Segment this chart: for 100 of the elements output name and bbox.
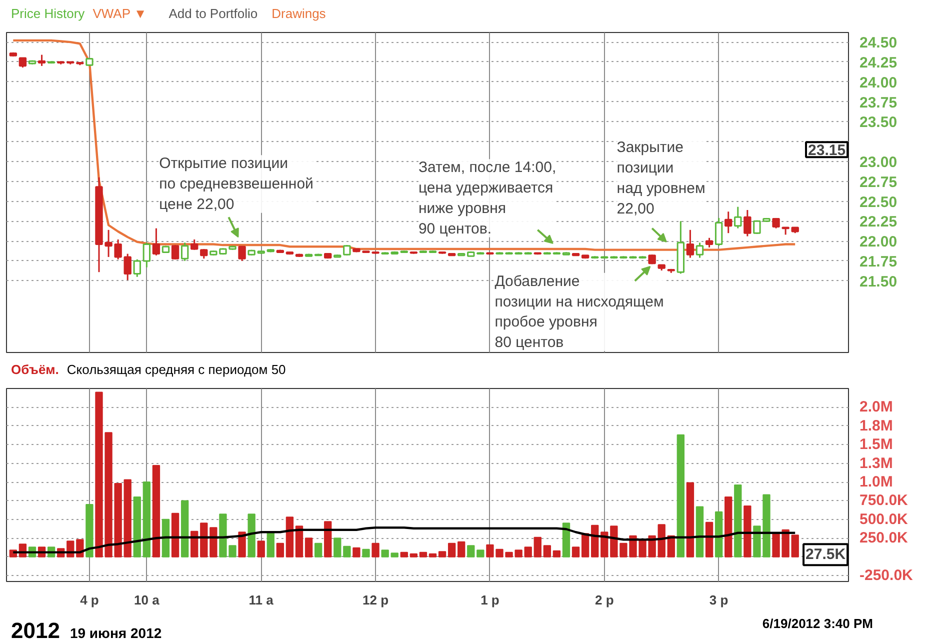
y-tick-label: 22.75	[860, 174, 898, 191]
y-tick-label: 1.3M	[860, 454, 893, 472]
candlestick	[190, 238, 198, 251]
y-tick-label: 23.00	[860, 154, 898, 171]
text: Скользящая средняя с периодом 50	[66, 362, 286, 377]
bar	[248, 514, 256, 558]
text: 23.15	[808, 142, 846, 160]
candlestick	[238, 246, 246, 262]
bar	[180, 500, 189, 558]
candlestick	[133, 258, 141, 278]
bar	[591, 524, 599, 558]
text: 2012	[11, 618, 60, 642]
y-tick-label: -250.0K	[860, 567, 914, 584]
bar	[524, 546, 532, 558]
text: Объём.	[11, 362, 59, 377]
bar	[343, 546, 351, 558]
y-tick-label: 21.50	[860, 273, 898, 290]
bar	[543, 545, 552, 558]
y-tick-label: 250.0K	[860, 530, 908, 547]
y-tick-label: 22.25	[860, 214, 898, 231]
y-tick-label: 1.8M	[860, 417, 893, 434]
bar	[390, 552, 398, 558]
series-label: VWAP ▼	[92, 6, 147, 21]
candlestick	[343, 244, 351, 256]
x-tick-label: 11 a	[248, 592, 274, 608]
bar	[162, 518, 170, 558]
x-tick-label: 1 p	[480, 592, 500, 608]
bar	[124, 479, 132, 558]
bar	[419, 552, 428, 558]
x-tick-label: 12 p	[362, 592, 389, 608]
annotation: Затем, после 14:00, цена удерживается ниже уровня 90 центов.	[418, 159, 556, 238]
y-tick-label: 22.50	[860, 194, 898, 211]
bar	[257, 540, 265, 558]
bar	[334, 538, 342, 558]
bar	[476, 550, 484, 558]
bar	[438, 551, 446, 558]
text: 6/19/2012 3:40 PM	[762, 616, 873, 631]
bar	[714, 511, 723, 558]
y-tick-label: 2.0M	[860, 398, 893, 416]
candlestick	[744, 209, 752, 238]
bar	[734, 484, 742, 558]
bar	[352, 547, 360, 558]
candlestick	[152, 228, 160, 256]
bar	[562, 522, 570, 558]
bar	[744, 505, 752, 558]
bar	[724, 496, 732, 558]
bar	[458, 541, 466, 558]
text: Drawings	[272, 6, 326, 21]
bar	[572, 546, 580, 558]
y-tick-label: 23.50	[860, 114, 898, 132]
candlestick	[734, 206, 742, 230]
bar	[362, 548, 370, 558]
bar	[86, 504, 94, 558]
candlestick	[18, 57, 27, 68]
bar	[314, 542, 322, 558]
candlestick	[38, 54, 46, 67]
annotation: Открытие позиции по средневзвешенной цене 22,00	[159, 155, 314, 213]
annotation: Закрытие позиции над уровнем 22,00	[616, 139, 706, 218]
bar	[200, 522, 208, 558]
candlestick	[180, 242, 189, 262]
candlestick	[696, 242, 704, 259]
annotation: Добавление позиции на нисходящем пробое уровня 80 центов	[494, 272, 664, 352]
bar	[142, 482, 151, 558]
y-tick-label: 1.5M	[860, 436, 893, 454]
bar	[381, 550, 389, 558]
text: Add to Portfolio	[168, 6, 258, 21]
bar	[324, 521, 332, 558]
y-tick-label: 22.00	[860, 234, 898, 251]
x-tick-label: 10 a	[134, 592, 160, 608]
bar	[133, 496, 141, 558]
candlestick	[200, 248, 208, 260]
bar	[581, 533, 590, 558]
bar	[304, 538, 313, 558]
bar	[295, 526, 304, 558]
candlestick	[724, 210, 732, 234]
bar	[372, 542, 380, 558]
bar	[467, 545, 475, 558]
bar	[552, 550, 561, 558]
bar	[171, 512, 180, 558]
bar	[266, 532, 274, 558]
bar	[448, 542, 456, 558]
bar	[705, 522, 714, 558]
candlestick	[171, 244, 180, 260]
bar	[210, 527, 218, 558]
bar	[286, 516, 294, 558]
candlestick	[686, 229, 694, 259]
y-tick-label: 21.75	[860, 253, 898, 270]
candlestick	[124, 253, 132, 281]
bar	[686, 482, 694, 558]
candlestick	[142, 242, 151, 268]
bar	[238, 532, 246, 558]
text: Price History	[11, 6, 85, 21]
x-tick-label: 3 p	[709, 592, 728, 608]
x-tick-label: 2 p	[594, 592, 614, 608]
y-tick-label: 23.75	[860, 94, 898, 112]
y-tick-label: 500.0K	[860, 510, 908, 528]
bar	[152, 465, 160, 558]
bar	[276, 542, 284, 558]
bar	[696, 506, 704, 558]
bar	[190, 530, 198, 558]
